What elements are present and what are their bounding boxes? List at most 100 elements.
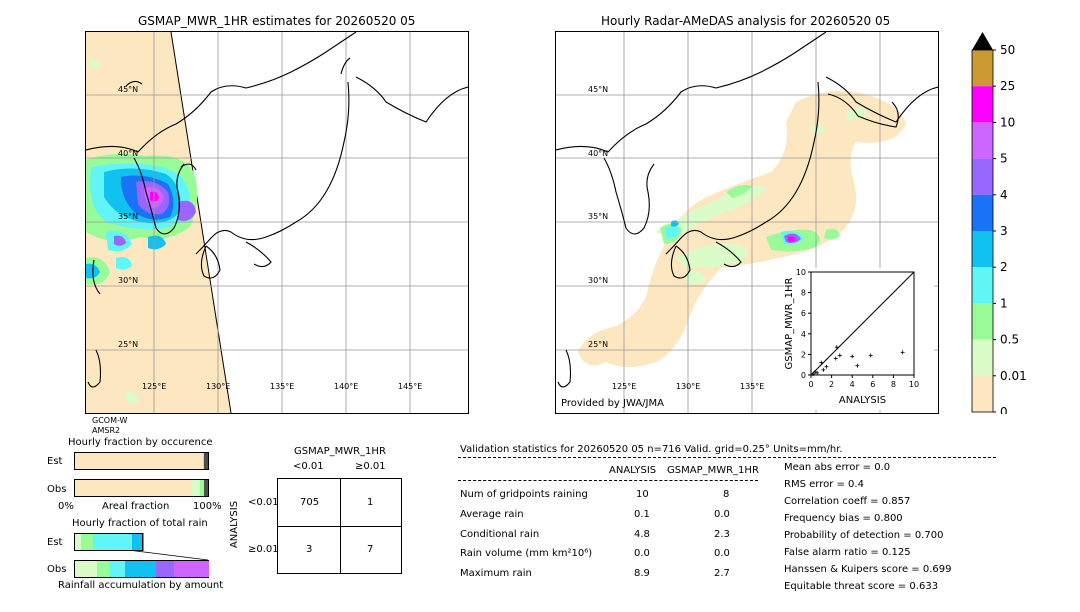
left-lat-25: 25°N	[118, 340, 139, 349]
scatter-point	[811, 371, 816, 376]
contingency-title: GSMAP_MWR_1HR	[294, 446, 386, 457]
occ-est-label: Est	[47, 456, 63, 467]
colorbar-label: 0.01	[1000, 369, 1027, 383]
validation-rule-mid	[458, 480, 758, 481]
scatter-ylabel: GSMAP_MWR_1HR	[784, 278, 795, 370]
scatter-point	[821, 367, 826, 372]
colorbar-label: 0	[1000, 405, 1008, 414]
colorbar-label: 0.5	[1000, 333, 1019, 347]
colorbar-label: 4	[1000, 188, 1008, 202]
colorbar-segment	[972, 375, 993, 412]
stat-analysis-3: 0.0	[634, 548, 650, 559]
left-coastlines	[86, 32, 468, 388]
stat-label-0: Num of gridpoints raining	[460, 489, 588, 500]
bar-segment	[75, 453, 204, 469]
right-lat-45: 45°N	[588, 85, 609, 94]
right-map-title: Hourly Radar-AMeDAS analysis for 2026052…	[601, 14, 891, 28]
colorbar-canvas: 50 25 10 5 4 3 2 1 0.5 0.01 0	[971, 32, 1027, 419]
scatter-point	[850, 354, 855, 359]
stat-gsmap-3: 0.0	[714, 548, 730, 559]
score-3: Frequency bias = 0.800	[784, 513, 903, 524]
scatter-xtick-label: 8	[891, 380, 896, 389]
scatter-point	[815, 370, 820, 375]
occ-tick-0: 0%	[58, 501, 74, 512]
scatter-inset: 0 2 4 6 8 10 0 2 4 6 8 10 ANALYSIS GSMAP_MWR_1HR	[784, 268, 934, 410]
right-lon-130: 130°E	[676, 382, 701, 391]
colorbar-segment	[972, 194, 993, 231]
left-lat-30: 30°N	[118, 276, 139, 285]
score-1: RMS error = 0.4	[784, 479, 864, 490]
colorbar: 50 25 10 5 4 3 2 1 0.5 0.01 0	[970, 30, 1030, 419]
scatter-point	[855, 363, 860, 368]
score-2: Correlation coeff = 0.857	[784, 496, 911, 507]
left-map-title: GSMAP_MWR_1HR estimates for 20260520 05	[138, 14, 416, 28]
rain-obs-bar	[74, 560, 209, 578]
right-lat-25: 25°N	[588, 340, 609, 349]
left-lon-130: 130°E	[206, 382, 231, 391]
scatter-point	[833, 356, 838, 361]
scatter-xtick-label: 6	[870, 380, 875, 389]
right-coastlines	[556, 32, 938, 388]
left-lat-45: 45°N	[118, 85, 139, 94]
rain-est-label: Est	[47, 537, 63, 548]
colorbar-label: 50	[1000, 43, 1015, 57]
stat-gsmap-1: 0.0	[714, 509, 730, 520]
colorbar-label: 2	[1000, 260, 1008, 274]
scatter-point	[834, 345, 839, 350]
right-rain-coverage	[578, 90, 906, 367]
scatter-xlabel: ANALYSIS	[839, 395, 886, 406]
stat-gsmap-4: 2.7	[714, 568, 730, 579]
scatter-point	[819, 360, 824, 365]
scatter-point	[824, 364, 829, 369]
stat-label-1: Average rain	[460, 509, 524, 520]
right-lat-35: 35°N	[588, 212, 609, 221]
occ-obs-bar	[74, 479, 209, 497]
colorbar-segment	[972, 231, 993, 268]
contingency-row-1: ≥0.01	[248, 544, 279, 555]
sensor-label: AMSR2	[92, 426, 121, 435]
score-0: Mean abs error = 0.0	[784, 462, 891, 473]
score-6: Hanssen & Kuipers score = 0.699	[784, 564, 952, 575]
data-credit: Provided by JWA/JMA	[561, 398, 664, 409]
occ-est-bar	[74, 452, 209, 470]
contingency-table: 705 1 3 7	[277, 478, 402, 574]
scatter-point	[868, 353, 873, 358]
left-lat-35: 35°N	[118, 212, 139, 221]
colorbar-segment	[972, 339, 993, 376]
stat-label-2: Conditional rain	[460, 529, 540, 540]
scatter-xtick-label: 4	[850, 380, 855, 389]
colorbar-segment	[972, 267, 993, 304]
rain-connector	[127, 550, 209, 561]
left-rain-patches	[86, 59, 198, 404]
scatter-plot: 0 2 4 6 8 10 0 2 4 6 8 10 ANALYSIS GSMAP_MWR_1HR	[784, 268, 919, 406]
right-map: 45°N 40°N 35°N 30°N 25°N 125°E 130°E 135…	[555, 31, 939, 414]
stat-gsmap-2: 2.3	[714, 529, 730, 540]
score-7: Equitable threat score = 0.633	[784, 581, 939, 592]
right-lon-135: 135°E	[740, 382, 765, 391]
colorbar-label: 1	[1000, 296, 1008, 310]
stat-gsmap-0: 8	[723, 489, 730, 500]
validation-rule-top	[458, 457, 996, 458]
scatter-xtick-label: 10	[909, 380, 919, 389]
bar-outline	[74, 533, 143, 551]
scatter-point	[813, 369, 818, 374]
stat-analysis-4: 8.9	[634, 568, 650, 579]
left-lon-135: 135°E	[270, 382, 295, 391]
scatter-point	[900, 350, 905, 355]
colorbar-extend-arrow	[972, 32, 993, 50]
left-lat-40: 40°N	[118, 149, 139, 158]
left-lon-145: 145°E	[398, 382, 423, 391]
stat-analysis-1: 0.1	[634, 509, 650, 520]
stat-label-3: Rain volume (mm km²10⁶)	[460, 548, 593, 559]
score-4: Probability of detection = 0.700	[784, 530, 944, 541]
bar-segment	[203, 453, 208, 469]
colorbar-segment	[972, 303, 993, 340]
scatter-point	[837, 353, 842, 358]
left-map-canvas	[86, 32, 468, 413]
scatter-ytick-label: 6	[801, 309, 806, 318]
swath-edge	[170, 32, 232, 413]
stat-analysis-0: 10	[636, 489, 649, 500]
satellite-label: GCOM-W	[92, 416, 128, 425]
left-lon-140: 140°E	[334, 382, 359, 391]
scatter-ytick-label: 2	[801, 350, 806, 359]
